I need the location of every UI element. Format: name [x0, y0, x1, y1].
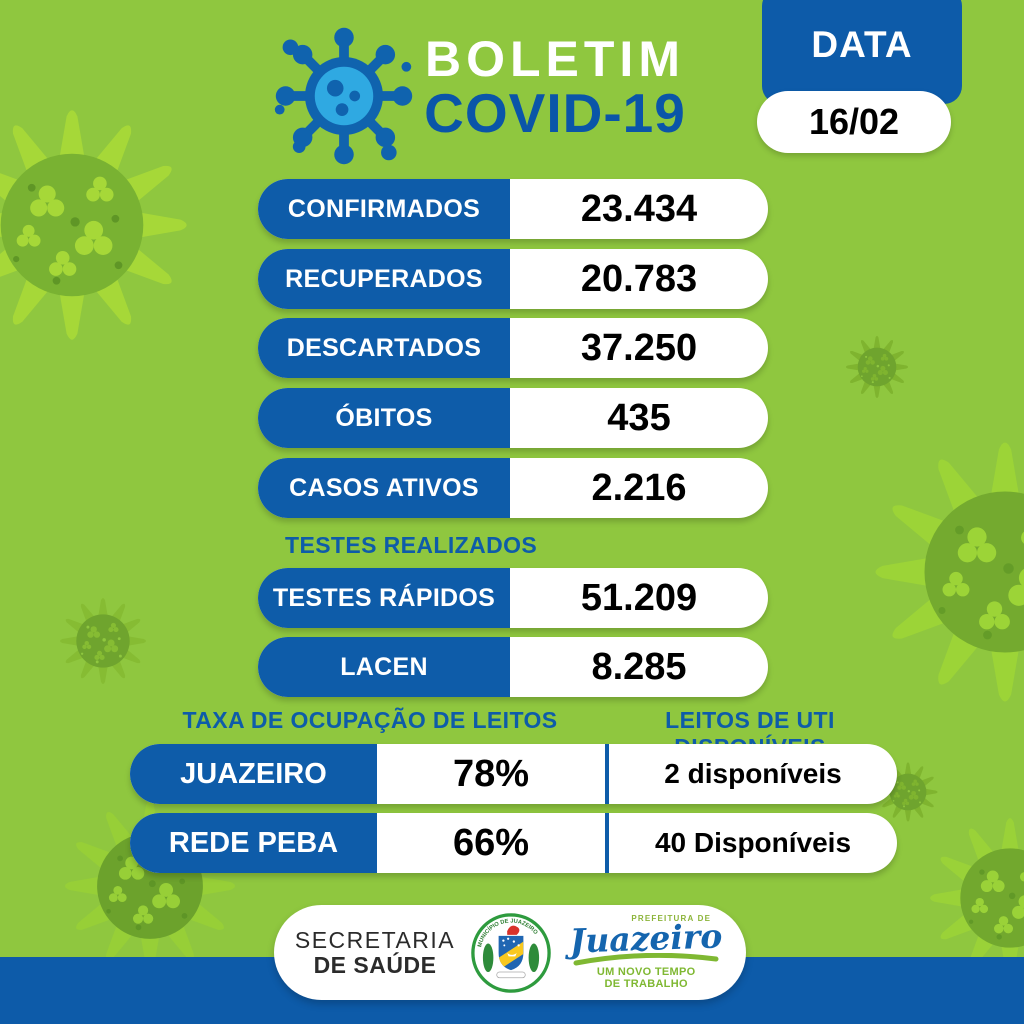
stat-row-recuperados: RECUPERADOS 20.783: [258, 249, 768, 309]
stat-value: 2.216: [591, 466, 687, 509]
prefeitura-de-label: PREFEITURA DE: [631, 914, 712, 924]
stat-label: LACEN: [258, 637, 510, 697]
slogan-line1: UM NOVO TEMPO: [596, 965, 696, 978]
juazeiro-coat-of-arms: MUNICÍPIO DE JUAZEIRO: [471, 912, 551, 993]
crest-trees: [483, 942, 540, 972]
stat-label: CASOS ATIVOS: [258, 458, 510, 518]
crest-red-cap: [507, 925, 520, 935]
stat-row-testes-rapidos: TESTES RÁPIDOS 51.209: [258, 568, 768, 628]
bed-row-juazeiro: JUAZEIRO 78% 2 disponíveis: [130, 744, 897, 804]
bed-row-label: JUAZEIRO: [130, 744, 377, 804]
date-value-pill: 16/02: [757, 91, 951, 153]
vertical-divider: [605, 744, 609, 804]
occupancy-heading: TAXA DE OCUPAÇÃO DE LEITOS: [182, 707, 558, 733]
uti-beds-available: 40 Disponíveis: [654, 827, 852, 858]
prefeitura-juazeiro-logo: PREFEITURA DE Juazeiro UM NOVO TEMPO DE …: [567, 914, 725, 991]
stat-row-descartados: DESCARTADOS 37.250: [258, 318, 768, 378]
secretaria-line1: SECRETARIA: [294, 927, 456, 954]
secretaria-de-saude-label: SECRETARIA DE SAÚDE: [295, 928, 455, 976]
stat-row-casos-ativos: CASOS ATIVOS 2.216: [258, 458, 768, 518]
page-title: BOLETIM COVID-19: [402, 34, 708, 141]
footer-branding-pill: SECRETARIA DE SAÚDE MUNICÍPIO DE JUAZEIR…: [274, 905, 746, 1000]
bed-occupancy-rate: 66%: [452, 821, 530, 864]
green-swoosh: [573, 952, 719, 966]
title-covid19: COVID-19: [424, 82, 686, 144]
stat-label: RECUPERADOS: [258, 249, 510, 309]
stat-row-confirmados: CONFIRMADOS 23.434: [258, 179, 768, 239]
slogan-line2: DE TRABALHO: [604, 978, 688, 991]
slogan-text: UM NOVO TEMPO DE TRABALHO: [567, 966, 725, 991]
stat-value: 20.783: [580, 257, 698, 300]
tests-section-heading: TESTES REALIZADOS: [285, 532, 538, 558]
vertical-divider: [605, 813, 609, 873]
stat-label: DESCARTADOS: [258, 318, 510, 378]
stat-label: CONFIRMADOS: [258, 179, 510, 239]
stat-label: ÓBITOS: [258, 388, 510, 448]
stat-value: 435: [607, 396, 671, 439]
uti-beds-available: 2 disponíveis: [664, 758, 842, 789]
title-boletim: BOLETIM: [425, 31, 685, 87]
bed-row-label: REDE PEBA: [130, 813, 377, 873]
covid-virus-icon: [274, 27, 413, 165]
stat-value: 23.434: [580, 187, 698, 230]
stat-label: TESTES RÁPIDOS: [258, 568, 510, 628]
date-label: DATA: [811, 24, 913, 65]
stat-value: 8.285: [591, 645, 687, 688]
stat-row-obitos: ÓBITOS 435: [258, 388, 768, 448]
bed-occupancy-rate: 78%: [452, 752, 530, 795]
date-box: DATA 16/02: [757, 0, 962, 153]
bed-row-rede-peba: REDE PEBA 66% 40 Disponíveis: [130, 813, 897, 873]
juazeiro-wordmark: Juazeiro: [569, 916, 724, 961]
date-value: 16/02: [808, 101, 900, 142]
stat-value: 51.209: [580, 576, 698, 619]
stat-row-lacen: LACEN 8.285: [258, 637, 768, 697]
secretaria-line2: DE SAÚDE: [313, 951, 437, 978]
crest-scroll: [496, 971, 526, 978]
stat-value: 37.250: [580, 326, 698, 369]
